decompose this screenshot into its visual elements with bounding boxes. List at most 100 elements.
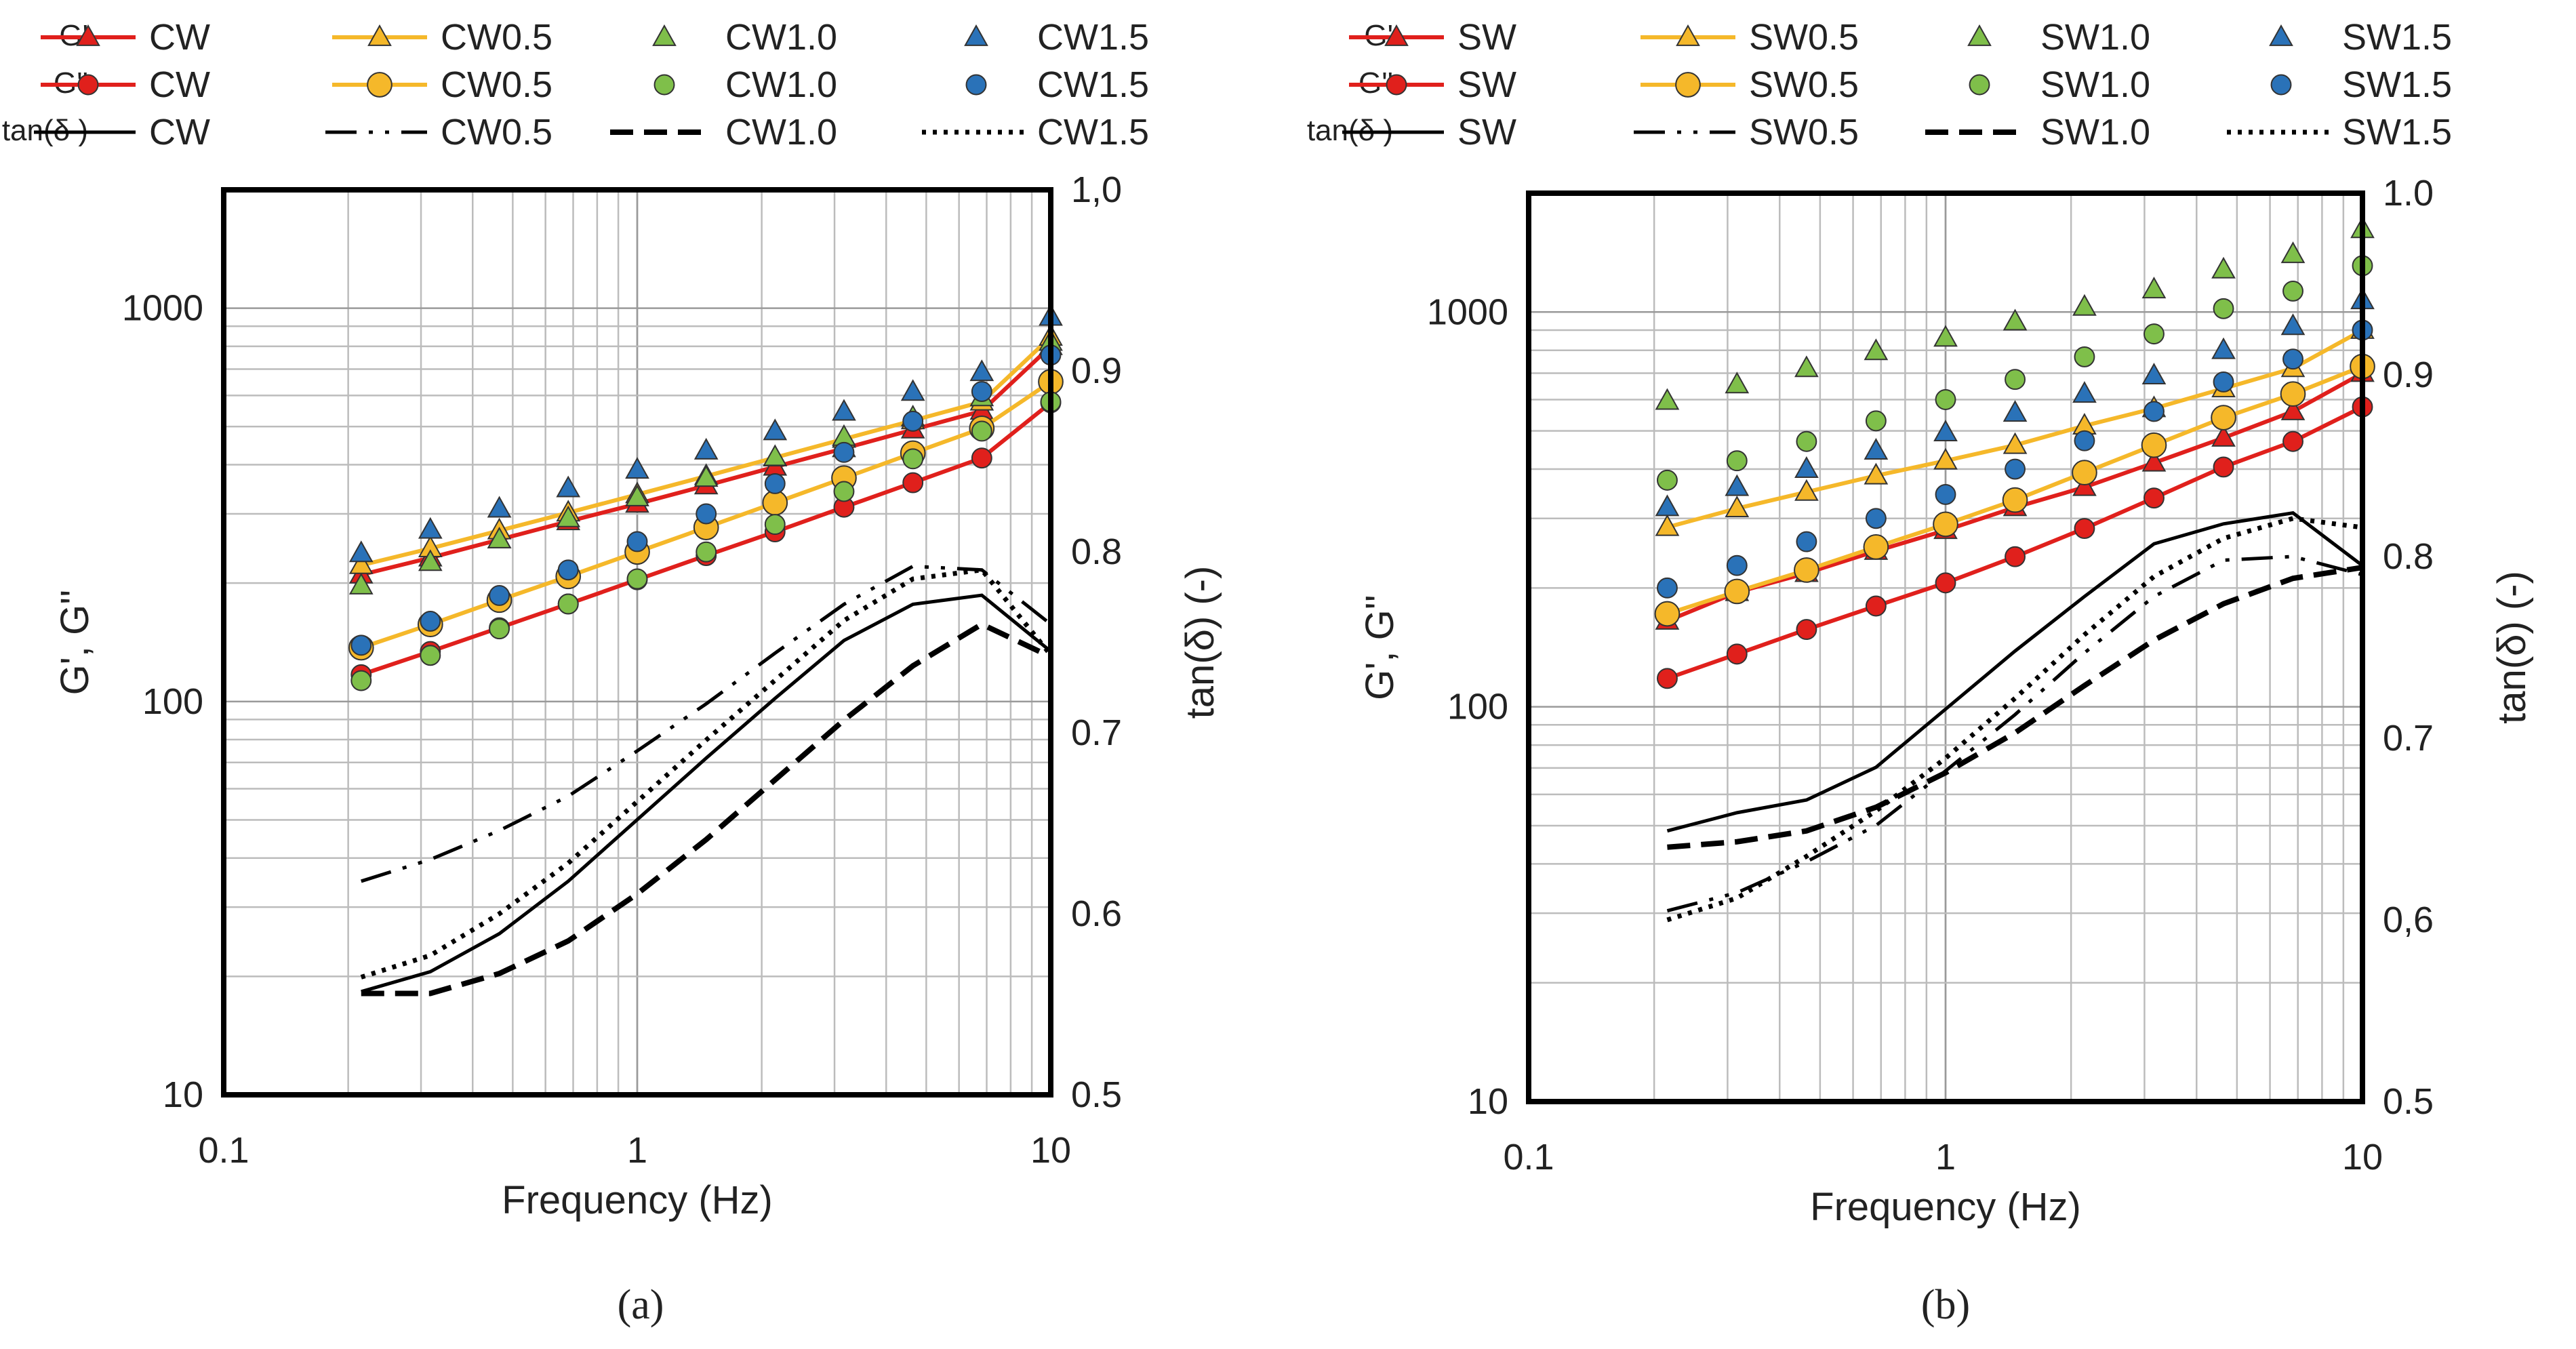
data-point [489, 585, 510, 606]
data-point [763, 418, 788, 441]
data-point [1656, 469, 1678, 491]
legend-marker [1386, 74, 1407, 96]
legend-entry: CW [149, 112, 210, 153]
data-point [763, 444, 788, 466]
tan-delta-line-CW0.5 [361, 564, 1052, 883]
chart-panel-a: 0.1 1 10 10 100 1000 0.5 0.6 0.7 0.8 0.9 1,0 Frequen… [2, 17, 1222, 1328]
data-point [2141, 449, 2167, 472]
y2-tick-label: 1,0 [1071, 169, 1122, 210]
legend-marker [965, 74, 987, 96]
legend-entry: SW1.0 [2040, 64, 2150, 105]
data-point [1725, 474, 1750, 496]
data-point [2005, 546, 2026, 567]
data-point [2005, 369, 2026, 390]
data-point [2074, 430, 2095, 451]
legend-entry: CW0.5 [441, 64, 552, 105]
data-point [2282, 348, 2303, 370]
series-CW1.0-g-prime [348, 329, 1063, 595]
data-point [1864, 338, 1889, 361]
data-point [2074, 518, 2095, 540]
x-tick-label: 1 [1935, 1137, 1956, 1177]
data-point [902, 410, 924, 432]
y2-tick-label: 0.6 [1071, 893, 1122, 934]
plot-frame [221, 187, 1053, 1098]
legend-marker [77, 74, 99, 96]
legend-entry: SW1.0 [2040, 17, 2150, 58]
x-tick-label: 10 [2342, 1137, 2383, 1177]
legend-entry: SW1.5 [2342, 112, 2452, 153]
data-point [1935, 389, 1956, 410]
x-tick-label: 1 [627, 1130, 647, 1171]
chart-panel-b: 0.1 1 10 10 100 1000 0.5 0,6 0.7 0.8 0.9 1.0 Frequen… [1307, 17, 2534, 1328]
data-point [1724, 578, 1750, 605]
data-point [418, 549, 443, 571]
data-point [2003, 432, 2028, 454]
legend-entry: SW [1457, 64, 1516, 105]
legend-entry: SW1.5 [2342, 64, 2452, 105]
legend-marker [964, 24, 988, 46]
legend: G'G''tan(δ )CWCWCWCW0.5CW0.5CW0.5CW1.0CW… [2, 17, 1149, 153]
y2-tick-label: 0.7 [2383, 718, 2434, 759]
y2-tick-label: 0,6 [2383, 900, 2434, 940]
data-point [764, 473, 786, 494]
data-point [1725, 371, 1750, 394]
y-tick-label: 100 [1447, 687, 1508, 727]
data-point [420, 645, 441, 666]
x-tick-label: 0.1 [1503, 1137, 1554, 1177]
data-point [2280, 381, 2306, 407]
y2-tick-label: 0.7 [1071, 712, 1122, 753]
data-point [1655, 514, 1680, 536]
data-point [2003, 308, 2028, 331]
data-point [2213, 298, 2234, 319]
data-point [625, 484, 649, 506]
data-point [2211, 337, 2236, 359]
data-point [350, 635, 372, 656]
data-point [762, 489, 788, 516]
tan-delta-line-SW [1666, 511, 2364, 833]
y-tick-label: 1000 [122, 288, 203, 329]
legend-entry: CW1.0 [725, 112, 837, 153]
y-axis-label: G', G'' [1358, 595, 1402, 700]
series-SW1.5-g-double-prime [1656, 319, 2373, 599]
series-SW0.5-g-double-prime [1654, 353, 2375, 627]
data-point [1796, 619, 1817, 641]
data-point [2002, 487, 2028, 513]
panel-caption: (b) [1921, 1282, 1970, 1328]
data-point [2144, 323, 2165, 345]
data-point [489, 618, 510, 640]
y-axis-label: G', G'' [53, 590, 97, 696]
legend: G'G''tan(δ )SWSWSWSW0.5SW0.5SW0.5SW1.0SW… [1307, 17, 2452, 153]
y-tick-label: 10 [163, 1074, 203, 1115]
legend-marker [1969, 74, 1990, 96]
legend-entry: CW1.5 [1037, 64, 1149, 105]
data-point [557, 559, 579, 581]
data-point [2213, 456, 2234, 478]
data-point [487, 526, 512, 548]
data-point [1654, 601, 1681, 627]
data-point [696, 541, 717, 563]
data-point [1865, 410, 1887, 432]
data-point [1796, 430, 1817, 452]
plot-frame [1526, 190, 2365, 1104]
y-tick-label: 10 [1468, 1081, 1508, 1122]
data-point [971, 420, 992, 442]
data-point [1863, 534, 1889, 560]
legend-entry: CW [149, 64, 210, 105]
y2-tick-label: 0.5 [1071, 1074, 1122, 1115]
series-SW1.5-g-prime [1655, 287, 2375, 517]
data-point [2072, 460, 2097, 486]
data-point [971, 447, 992, 469]
legend-entry: SW1.5 [2342, 17, 2452, 58]
data-point [1933, 420, 1958, 442]
data-point [2211, 405, 2236, 430]
data-point [2280, 241, 2306, 264]
y2-tick-label: 0.9 [2383, 355, 2434, 395]
data-point [626, 568, 648, 590]
y2-axis-label: tan(δ) (-) [2490, 571, 2534, 724]
data-point [696, 503, 717, 525]
data-point [2282, 430, 2303, 452]
data-point [2282, 280, 2303, 302]
data-point [832, 399, 856, 421]
data-point [2211, 256, 2236, 279]
legend-entry: CW1.0 [725, 17, 837, 58]
